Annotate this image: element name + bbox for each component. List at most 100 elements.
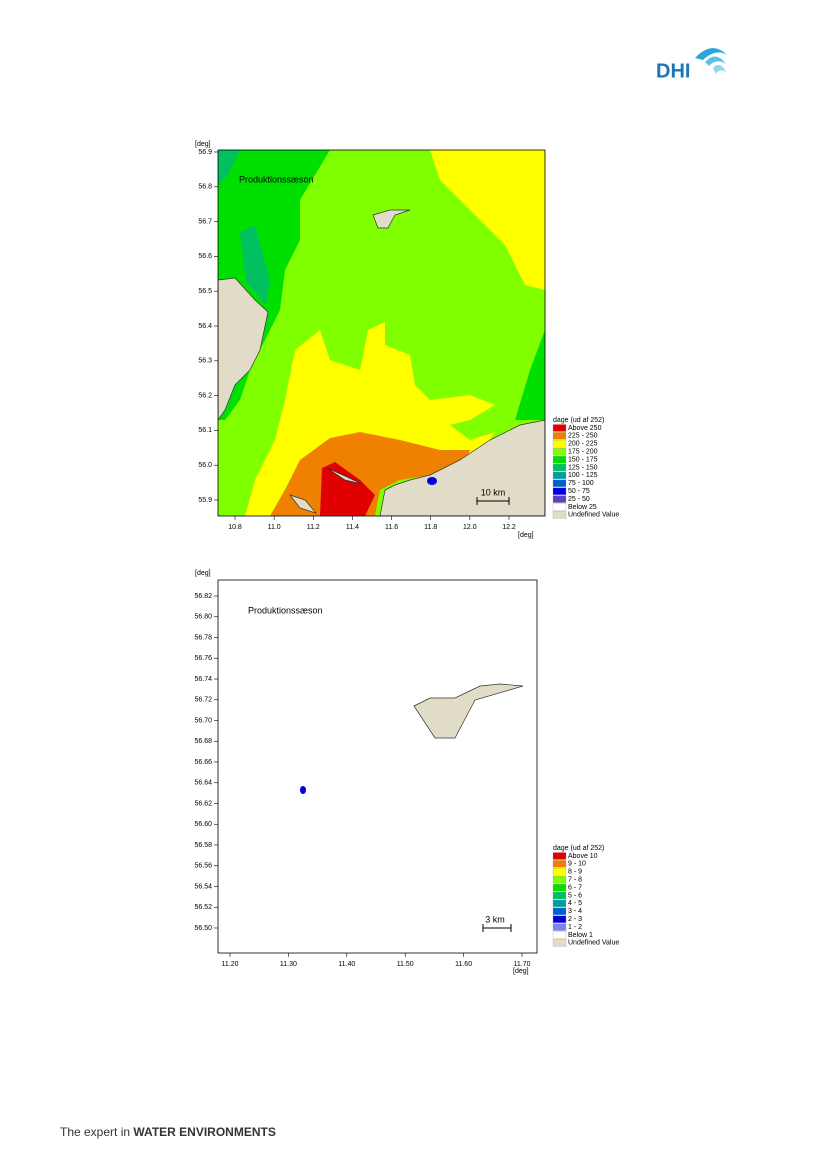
y-tick-label: 56.8 xyxy=(198,184,212,191)
x-tick-label: 11.60 xyxy=(455,961,472,968)
map-label: Produktionssæson xyxy=(239,174,314,184)
y-tick-label: 56.4 xyxy=(198,323,212,330)
footer-bold: WATER ENVIRONMENTS xyxy=(133,1125,275,1139)
region xyxy=(320,462,375,516)
legend-label: Undefined Value xyxy=(568,512,619,519)
region xyxy=(300,786,306,794)
region xyxy=(218,150,240,185)
legend-swatch xyxy=(552,471,567,480)
legend-label: 3 - 4 xyxy=(568,908,582,915)
legend-swatch xyxy=(552,907,567,915)
legend-label: 7 - 8 xyxy=(568,877,582,884)
x-tick-label: 11.0 xyxy=(268,524,281,531)
legend-title: dage (ud af 252) xyxy=(553,845,604,852)
footer: The expert in WATER ENVIRONMENTS xyxy=(60,1125,276,1139)
scale-label: 3 km xyxy=(485,914,505,924)
legend-swatch xyxy=(552,455,567,464)
logo-swirl xyxy=(713,64,726,74)
footer-prefix: The expert in xyxy=(60,1125,130,1139)
y-tick-label: 56.3 xyxy=(198,358,212,365)
x-tick-label: 12.0 xyxy=(463,524,477,531)
legend-label: Undefined Value xyxy=(568,940,619,947)
legend-swatch xyxy=(552,463,567,472)
legend-label: 1 - 2 xyxy=(568,924,582,931)
legend-label: 5 - 6 xyxy=(568,892,582,899)
land xyxy=(413,683,524,739)
y-tick-label: 56.70 xyxy=(194,717,212,724)
legend-swatch xyxy=(552,487,567,495)
legend-swatch xyxy=(552,891,567,900)
x-tick-label: 11.50 xyxy=(397,961,414,968)
legend-swatch xyxy=(552,923,567,931)
legend-label: 175 - 200 xyxy=(568,449,598,456)
x-tick-label: 11.2 xyxy=(307,524,320,531)
land xyxy=(379,419,545,516)
legend-label: 75 - 100 xyxy=(568,480,594,487)
x-tick-label: 11.6 xyxy=(385,524,398,531)
legend-swatch xyxy=(552,511,567,519)
logo-swirl xyxy=(695,48,727,60)
y-tick-label: 56.58 xyxy=(194,842,212,849)
land xyxy=(326,467,363,485)
y-tick-label: 56.1 xyxy=(198,427,212,434)
legend-label: 2 - 3 xyxy=(568,916,582,923)
legend-swatch xyxy=(552,503,567,511)
frame xyxy=(217,579,538,954)
land xyxy=(372,209,411,229)
y-tick-label: 56.72 xyxy=(194,697,212,704)
y-unit: [deg] xyxy=(195,141,211,148)
map-area xyxy=(218,580,537,953)
y-tick-label: 56.2 xyxy=(198,392,212,399)
legend-label: Above 10 xyxy=(568,853,598,860)
y-tick-label: 56.54 xyxy=(194,883,212,890)
frame xyxy=(217,149,546,517)
legend-label: 50 - 75 xyxy=(568,488,590,495)
y-tick-label: 56.78 xyxy=(194,634,212,641)
legend-label: 9 - 10 xyxy=(568,861,586,868)
legend-swatch xyxy=(552,931,567,939)
x-tick-label: 11.8 xyxy=(424,524,437,531)
y-tick-label: 56.74 xyxy=(194,676,212,683)
y-tick-label: 56.66 xyxy=(194,759,212,766)
x-tick-label: 11.20 xyxy=(222,961,239,968)
legend-label: 200 - 225 xyxy=(568,441,598,448)
y-tick-label: 56.56 xyxy=(194,863,212,870)
legend-swatch xyxy=(552,915,567,923)
legend-swatch xyxy=(552,899,567,908)
y-tick-label: 56.68 xyxy=(194,738,212,745)
y-tick-label: 56.0 xyxy=(198,462,212,469)
x-unit: [deg] xyxy=(513,968,529,975)
logo-swirl xyxy=(705,56,726,66)
y-tick-label: 56.50 xyxy=(194,925,212,932)
legend-label: 150 - 175 xyxy=(568,456,598,463)
legend-swatch xyxy=(552,479,567,487)
x-unit: [deg] xyxy=(518,532,534,539)
legend-label: 25 - 50 xyxy=(568,496,590,503)
y-tick-label: 56.7 xyxy=(198,218,212,225)
legend-label: Below 25 xyxy=(568,504,597,511)
legend-label: Above 250 xyxy=(568,425,602,432)
legend-swatch xyxy=(552,868,567,876)
y-unit: [deg] xyxy=(195,570,211,577)
map: Produktionssæson [deg] [deg] 10 km 56.9 5… xyxy=(195,141,619,539)
land xyxy=(289,494,318,514)
region xyxy=(515,330,545,420)
y-tick-label: 56.52 xyxy=(194,904,212,911)
map-area xyxy=(218,150,545,516)
legend-label: 225 - 250 xyxy=(568,433,598,440)
x-tick-label: 10.8 xyxy=(228,524,242,531)
legend-swatch xyxy=(552,852,567,860)
y-tick-label: 56.9 xyxy=(198,149,212,156)
legend-label: 4 - 5 xyxy=(568,900,582,907)
y-tick-label: 56.6 xyxy=(198,253,212,260)
land xyxy=(218,277,269,421)
legend-swatch xyxy=(552,939,567,947)
legend-label: 100 - 125 xyxy=(568,472,598,479)
y-tick-label: 56.82 xyxy=(194,593,212,600)
y-tick-label: 56.5 xyxy=(198,288,212,295)
legend-label: 8 - 9 xyxy=(568,869,582,876)
legend-title: dage (ud af 252) xyxy=(553,417,604,424)
legend-swatch xyxy=(552,424,567,432)
x-tick-label: 11.70 xyxy=(514,961,531,968)
